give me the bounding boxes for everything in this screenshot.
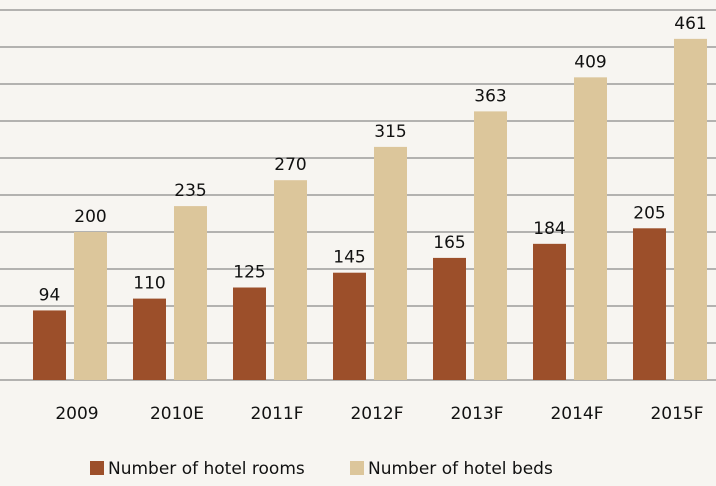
bar [574, 77, 607, 380]
bar [674, 38, 707, 381]
value-label: 409 [574, 52, 606, 72]
legend-swatch [350, 461, 364, 475]
value-label: 184 [533, 219, 565, 239]
legend-label: Number of hotel rooms [108, 459, 305, 479]
value-label: 235 [174, 181, 206, 201]
x-tick-label: 2011F [250, 404, 303, 424]
x-tick-label: 2010E [150, 404, 204, 424]
bar [233, 287, 266, 380]
x-tick-label: 2013F [450, 404, 503, 424]
bar [474, 111, 507, 380]
x-tick-label: 2014F [550, 404, 603, 424]
bar [433, 257, 466, 380]
bar [33, 310, 66, 380]
value-label: 94 [39, 285, 61, 305]
bar [274, 180, 307, 380]
x-tick-label: 2015F [650, 404, 703, 424]
value-label: 363 [474, 86, 506, 106]
value-label: 315 [374, 122, 406, 142]
value-label: 165 [433, 233, 465, 253]
value-label: 125 [233, 263, 265, 283]
value-label: 461 [674, 14, 706, 34]
value-label: 205 [633, 203, 665, 223]
bar [333, 272, 366, 380]
bar [374, 146, 407, 380]
bar [174, 206, 207, 380]
value-label: 145 [333, 248, 365, 268]
value-label: 110 [133, 274, 165, 294]
value-label: 200 [74, 207, 106, 227]
value-label: 270 [274, 155, 306, 175]
bar [633, 228, 666, 380]
bar [74, 232, 107, 380]
x-tick-label: 2012F [350, 404, 403, 424]
legend-swatch [90, 461, 104, 475]
bar [533, 243, 566, 380]
legend-label: Number of hotel beds [368, 459, 553, 479]
bar [133, 298, 166, 380]
x-tick-label: 2009 [55, 404, 98, 424]
